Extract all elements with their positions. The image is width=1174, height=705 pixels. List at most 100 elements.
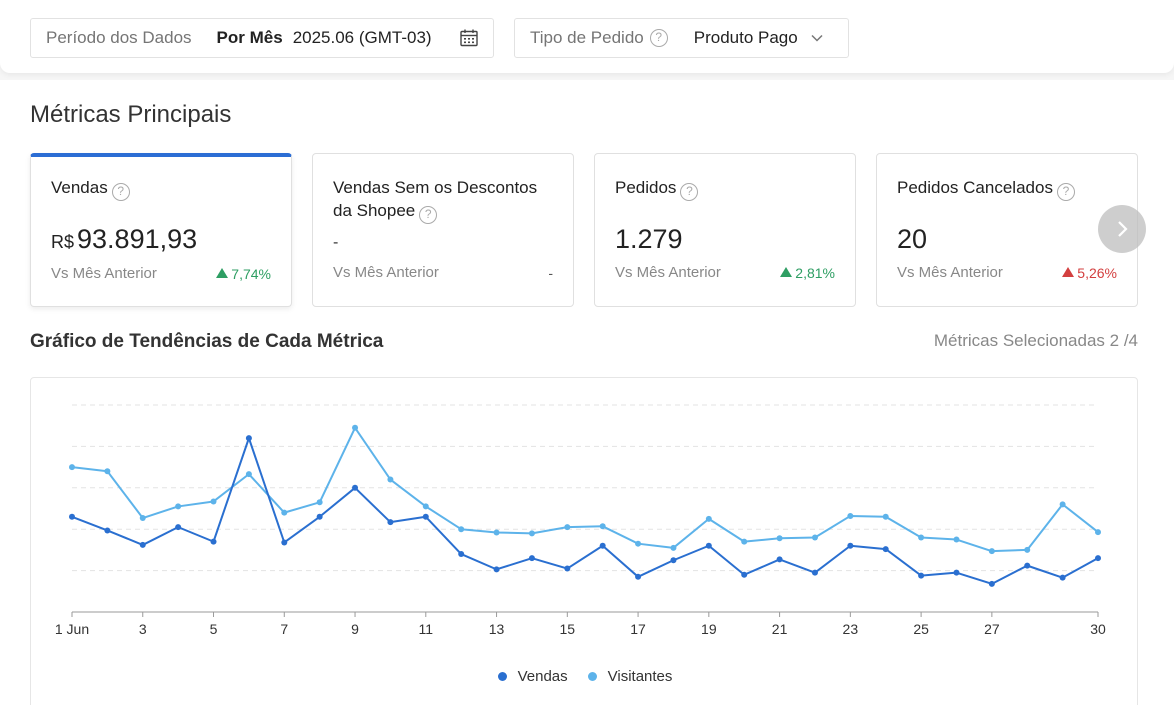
order-type-select[interactable]: Produto Pago — [693, 28, 798, 47]
data-point-visitantes — [918, 534, 925, 541]
data-point-visitantes — [564, 524, 571, 531]
data-point-visitantes — [988, 548, 995, 555]
line-chart: 1 Jun 3 5 7 9 11 13 15 17 19 21 23 25 27 30 — [55, 404, 1106, 637]
order-type-filter[interactable]: Tipo de Pedido ? Produto Pago — [514, 18, 849, 58]
data-point-visitantes — [281, 509, 288, 516]
data-point-vendas — [316, 513, 323, 520]
data-point-vendas — [387, 519, 394, 526]
help-icon[interactable]: ? — [111, 183, 130, 201]
data-point-vendas — [1095, 555, 1101, 562]
x-tick-label: 25 — [913, 621, 929, 637]
legend-label: Vendas — [517, 668, 568, 685]
data-point-vendas — [210, 538, 217, 545]
x-tick-label: 30 — [1090, 621, 1106, 637]
metric-value: - — [333, 234, 339, 251]
data-point-visitantes — [635, 540, 642, 547]
filter-bar: Período dos Dados Por Mês 2025.06 (GMT-0… — [0, 0, 1174, 73]
next-cards-button[interactable] — [1098, 205, 1146, 253]
metric-card-pedidos-cancelados[interactable]: Pedidos Cancelados? 20 Vs Mês Anterior 5… — [876, 153, 1138, 307]
selected-metrics-link[interactable]: Métricas Selecionadas 2 /4 — [933, 331, 1138, 350]
data-point-vendas — [599, 542, 606, 549]
x-tick-label: 21 — [772, 621, 788, 637]
data-point-visitantes — [422, 503, 429, 510]
trend-chart-title: Gráfico de Tendências de Cada Métrica — [30, 331, 384, 352]
metric-value: R$ 93.891,93 — [51, 224, 198, 254]
data-point-visitantes — [776, 535, 783, 542]
legend-item-vendas[interactable]: Vendas — [497, 668, 568, 685]
help-icon[interactable]: ? — [680, 183, 699, 201]
data-point-vendas — [670, 557, 677, 564]
data-point-visitantes — [1095, 529, 1101, 536]
data-point-vendas — [458, 551, 465, 558]
data-point-vendas — [281, 539, 288, 546]
metric-value: 20 — [897, 224, 928, 254]
data-point-vendas — [245, 435, 252, 442]
chevron-down-icon[interactable] — [810, 31, 824, 45]
x-tick-label: 15 — [560, 621, 576, 637]
metric-title: Vendas Sem os Descontos da Shopee? — [333, 176, 558, 224]
metric-value: 1.279 — [615, 224, 683, 254]
help-icon[interactable]: ? — [1056, 183, 1075, 201]
series-line-vendas — [71, 437, 1099, 585]
period-mode[interactable]: Por Mês — [216, 28, 283, 47]
data-point-vendas — [1059, 574, 1066, 581]
data-point-visitantes — [847, 512, 854, 519]
data-point-visitantes — [458, 526, 465, 533]
calendar-icon[interactable] — [459, 28, 479, 48]
data-point-vendas — [635, 573, 642, 580]
period-value[interactable]: 2025.06 (GMT-03) — [292, 28, 432, 47]
arrow-up-icon — [1062, 267, 1075, 277]
data-point-vendas — [988, 580, 995, 587]
data-point-visitantes — [210, 498, 217, 505]
series-line-visitantes — [71, 426, 1099, 553]
data-point-vendas — [741, 571, 748, 578]
data-point-vendas — [422, 513, 429, 520]
data-point-visitantes — [705, 515, 712, 522]
legend-label: Visitantes — [607, 668, 673, 685]
data-point-vendas — [953, 569, 960, 576]
data-point-visitantes — [599, 523, 606, 530]
data-point-visitantes — [953, 536, 960, 543]
data-point-visitantes — [69, 464, 75, 471]
period-filter[interactable]: Período dos Dados Por Mês 2025.06 (GMT-0… — [30, 18, 494, 58]
data-point-visitantes — [670, 544, 677, 551]
x-tick-label: 27 — [984, 621, 1000, 637]
data-point-vendas — [352, 484, 359, 491]
change-indicator: 7,74% — [216, 266, 271, 282]
data-point-vendas — [847, 542, 854, 549]
legend-dot — [587, 672, 597, 681]
metric-card-pedidos[interactable]: Pedidos? 1.279 Vs Mês Anterior 2,81% — [594, 153, 856, 307]
data-point-visitantes — [104, 468, 111, 475]
data-point-vendas — [493, 566, 500, 573]
data-point-vendas — [918, 572, 925, 579]
data-point-visitantes — [741, 538, 748, 545]
data-point-vendas — [528, 555, 535, 562]
data-point-visitantes — [493, 529, 500, 536]
x-tick-label: 13 — [489, 621, 505, 637]
metric-title: Vendas? — [51, 176, 276, 201]
data-point-visitantes — [882, 513, 889, 520]
data-point-visitantes — [352, 424, 359, 431]
change-indicator: - — [548, 265, 553, 281]
change-indicator: 5,26% — [1062, 265, 1117, 281]
x-tick-label: 7 — [280, 621, 288, 637]
data-point-visitantes — [175, 503, 182, 510]
metric-title: Pedidos? — [615, 176, 840, 201]
x-tick-label: 5 — [210, 621, 218, 637]
compare-label: Vs Mês Anterior — [333, 264, 439, 281]
metric-card-vendas[interactable]: Vendas? R$ 93.891,93 Vs Mês Anterior 7,74… — [30, 153, 292, 307]
data-point-visitantes — [316, 499, 323, 506]
data-point-vendas — [175, 524, 182, 531]
metric-card-vendas-sem-descontos[interactable]: Vendas Sem os Descontos da Shopee? - Vs … — [312, 153, 574, 307]
help-icon[interactable]: ? — [419, 206, 438, 224]
x-tick-label: 19 — [701, 621, 717, 637]
arrow-up-icon — [216, 268, 229, 278]
data-point-visitantes — [139, 515, 146, 522]
legend-item-visitantes[interactable]: Visitantes — [587, 668, 673, 685]
data-point-vendas — [776, 556, 783, 563]
currency-label: R$ — [51, 232, 75, 252]
help-icon[interactable]: ? — [649, 29, 668, 47]
x-tick-label: 1 Jun — [55, 621, 89, 637]
x-tick-label: 9 — [351, 621, 359, 637]
compare-label: Vs Mês Anterior — [51, 265, 157, 282]
